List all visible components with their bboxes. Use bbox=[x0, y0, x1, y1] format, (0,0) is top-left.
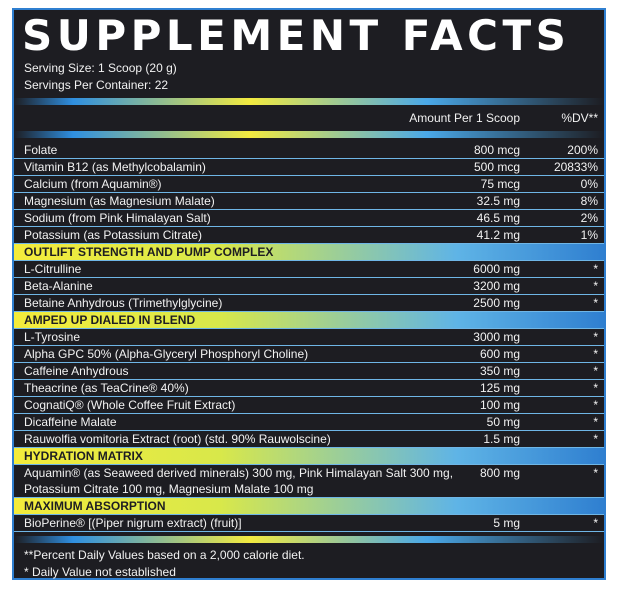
ingredient-dv: * bbox=[593, 381, 598, 395]
ingredient-amount: 3000 mg bbox=[473, 330, 520, 344]
ingredient-row: Alpha GPC 50% (Alpha-Glyceryl Phosphoryl… bbox=[14, 346, 604, 363]
divider bbox=[14, 98, 604, 105]
ingredient-row: Rauwolfia vomitoria Extract (root) (std.… bbox=[14, 431, 604, 448]
ingredient-row: Potassium (as Potassium Citrate) 41.2 mg 1… bbox=[14, 227, 604, 244]
ingredient-name: Betaine Anhydrous (Trimethylglycine) bbox=[24, 296, 223, 310]
ingredient-name: Aquamin® (as Seaweed derived minerals) 3… bbox=[24, 466, 454, 496]
ingredient-row: L-Citrulline 6000 mg * bbox=[14, 261, 604, 278]
ingredient-amount: 350 mg bbox=[479, 364, 520, 378]
ingredient-row: Vitamin B12 (as Methylcobalamin) 500 mcg 2… bbox=[14, 159, 604, 176]
ingredient-dv: * bbox=[593, 432, 598, 446]
ingredient-row: Sodium (from Pink Himalayan Salt) 46.5 mg… bbox=[14, 210, 604, 227]
ingredient-amount: 125 mg bbox=[479, 381, 520, 395]
section-heading: AMPED UP DIALED IN BLEND bbox=[14, 312, 604, 329]
serving-size: Serving Size: 1 Scoop (20 g) bbox=[24, 61, 177, 75]
ingredient-name: Rauwolfia vomitoria Extract (root) (std.… bbox=[24, 432, 331, 446]
ingredient-name: Folate bbox=[24, 143, 58, 157]
ingredient-name: BioPerine® [(Piper nigrum extract) (frui… bbox=[24, 516, 242, 530]
ingredient-name: Theacrine (as TeaCrine® 40%) bbox=[24, 381, 189, 395]
ingredient-name: Vitamin B12 (as Methylcobalamin) bbox=[24, 160, 206, 174]
ingredient-row: Folate 800 mcg 200% bbox=[14, 142, 604, 159]
ingredient-dv: * bbox=[593, 347, 598, 361]
ingredient-amount: 32.5 mg bbox=[476, 194, 520, 208]
servings-per-container: Servings Per Container: 22 bbox=[24, 78, 169, 92]
ingredient-amount: 1.5 mg bbox=[483, 432, 520, 446]
ingredient-dv: * bbox=[593, 398, 598, 412]
ingredient-name: L-Tyrosine bbox=[24, 330, 81, 344]
ingredient-row: Caffeine Anhydrous 350 mg * bbox=[14, 363, 604, 380]
ingredient-row: L-Tyrosine 3000 mg * bbox=[14, 329, 604, 346]
ingredient-amount: 800 mcg bbox=[473, 143, 520, 157]
ingredient-amount: 46.5 mg bbox=[476, 211, 520, 225]
footnotes: **Percent Daily Values based on a 2,000 … bbox=[14, 547, 604, 581]
divider bbox=[14, 131, 604, 138]
ingredient-dv: 1% bbox=[580, 228, 598, 242]
ingredient-name: Dicaffeine Malate bbox=[24, 415, 117, 429]
divider bbox=[14, 536, 604, 543]
ingredient-amount: 500 mcg bbox=[473, 160, 520, 174]
ingredient-row: CognatiQ® (Whole Coffee Fruit Extract) 10… bbox=[14, 397, 604, 414]
ingredient-name: Alpha GPC 50% (Alpha-Glyceryl Phosphoryl… bbox=[24, 347, 309, 361]
ingredient-row: Calcium (from Aquamin®) 75 mcg 0% bbox=[14, 176, 604, 193]
ingredient-row: Betaine Anhydrous (Trimethylglycine) 2500… bbox=[14, 295, 604, 312]
footnote: * Daily Value not established bbox=[24, 565, 176, 579]
ingredient-dv: 0% bbox=[580, 177, 598, 191]
ingredient-dv: * bbox=[593, 296, 598, 310]
section-heading: MAXIMUM ABSORPTION bbox=[14, 498, 604, 515]
ingredient-dv: * bbox=[593, 262, 598, 276]
ingredient-dv: * bbox=[593, 466, 598, 480]
ingredient-amount: 6000 mg bbox=[473, 262, 520, 276]
column-header: Amount Per 1 Scoop %DV** bbox=[14, 109, 604, 127]
ingredient-dv: * bbox=[593, 279, 598, 293]
ingredient-name: L-Citrulline bbox=[24, 262, 82, 276]
rows: Folate 800 mcg 200% Vitamin B12 (as Methylc… bbox=[14, 142, 604, 532]
ingredient-dv: 20833% bbox=[553, 160, 598, 174]
amount-header: Amount Per 1 Scoop bbox=[409, 111, 520, 125]
title: SUPPLEMENT FACTS bbox=[22, 11, 571, 60]
ingredient-amount: 100 mg bbox=[479, 398, 520, 412]
ingredient-dv: * bbox=[593, 330, 598, 344]
ingredient-row: Theacrine (as TeaCrine® 40%) 125 mg * bbox=[14, 380, 604, 397]
ingredient-dv: * bbox=[593, 364, 598, 378]
ingredient-amount: 3200 mg bbox=[473, 279, 520, 293]
footnote: **Percent Daily Values based on a 2,000 … bbox=[24, 548, 305, 562]
ingredient-name: CognatiQ® (Whole Coffee Fruit Extract) bbox=[24, 398, 236, 412]
ingredient-row: Aquamin® (as Seaweed derived minerals) 3… bbox=[14, 465, 604, 498]
ingredient-dv: * bbox=[593, 516, 598, 530]
section-heading: HYDRATION MATRIX bbox=[14, 448, 604, 465]
ingredient-amount: 5 mg bbox=[493, 516, 520, 530]
ingredient-name: Calcium (from Aquamin®) bbox=[24, 177, 162, 191]
ingredient-amount: 2500 mg bbox=[473, 296, 520, 310]
ingredient-row: Magnesium (as Magnesium Malate) 32.5 mg 8% bbox=[14, 193, 604, 210]
ingredient-amount: 75 mcg bbox=[480, 177, 520, 191]
ingredient-amount: 41.2 mg bbox=[476, 228, 520, 242]
ingredient-dv: 8% bbox=[580, 194, 598, 208]
ingredient-dv: 200% bbox=[567, 143, 598, 157]
ingredient-name: Sodium (from Pink Himalayan Salt) bbox=[24, 211, 211, 225]
ingredient-name: Magnesium (as Magnesium Malate) bbox=[24, 194, 215, 208]
ingredient-name: Caffeine Anhydrous bbox=[24, 364, 129, 378]
ingredient-row: BioPerine® [(Piper nigrum extract) (frui… bbox=[14, 515, 604, 532]
supplement-panel: SUPPLEMENT FACTS Serving Size: 1 Scoop (… bbox=[12, 8, 606, 580]
ingredient-row: Dicaffeine Malate 50 mg * bbox=[14, 414, 604, 431]
section-heading: OUTLIFT STRENGTH AND PUMP COMPLEX bbox=[14, 244, 604, 261]
ingredient-name: Beta-Alanine bbox=[24, 279, 93, 293]
ingredient-dv: * bbox=[593, 415, 598, 429]
ingredient-name: Potassium (as Potassium Citrate) bbox=[24, 228, 203, 242]
ingredient-dv: 2% bbox=[580, 211, 598, 225]
ingredient-amount: 50 mg bbox=[486, 415, 520, 429]
ingredient-amount: 800 mg bbox=[479, 466, 520, 480]
ingredient-amount: 600 mg bbox=[479, 347, 520, 361]
ingredient-row: Beta-Alanine 3200 mg * bbox=[14, 278, 604, 295]
dv-header: %DV** bbox=[561, 111, 598, 125]
